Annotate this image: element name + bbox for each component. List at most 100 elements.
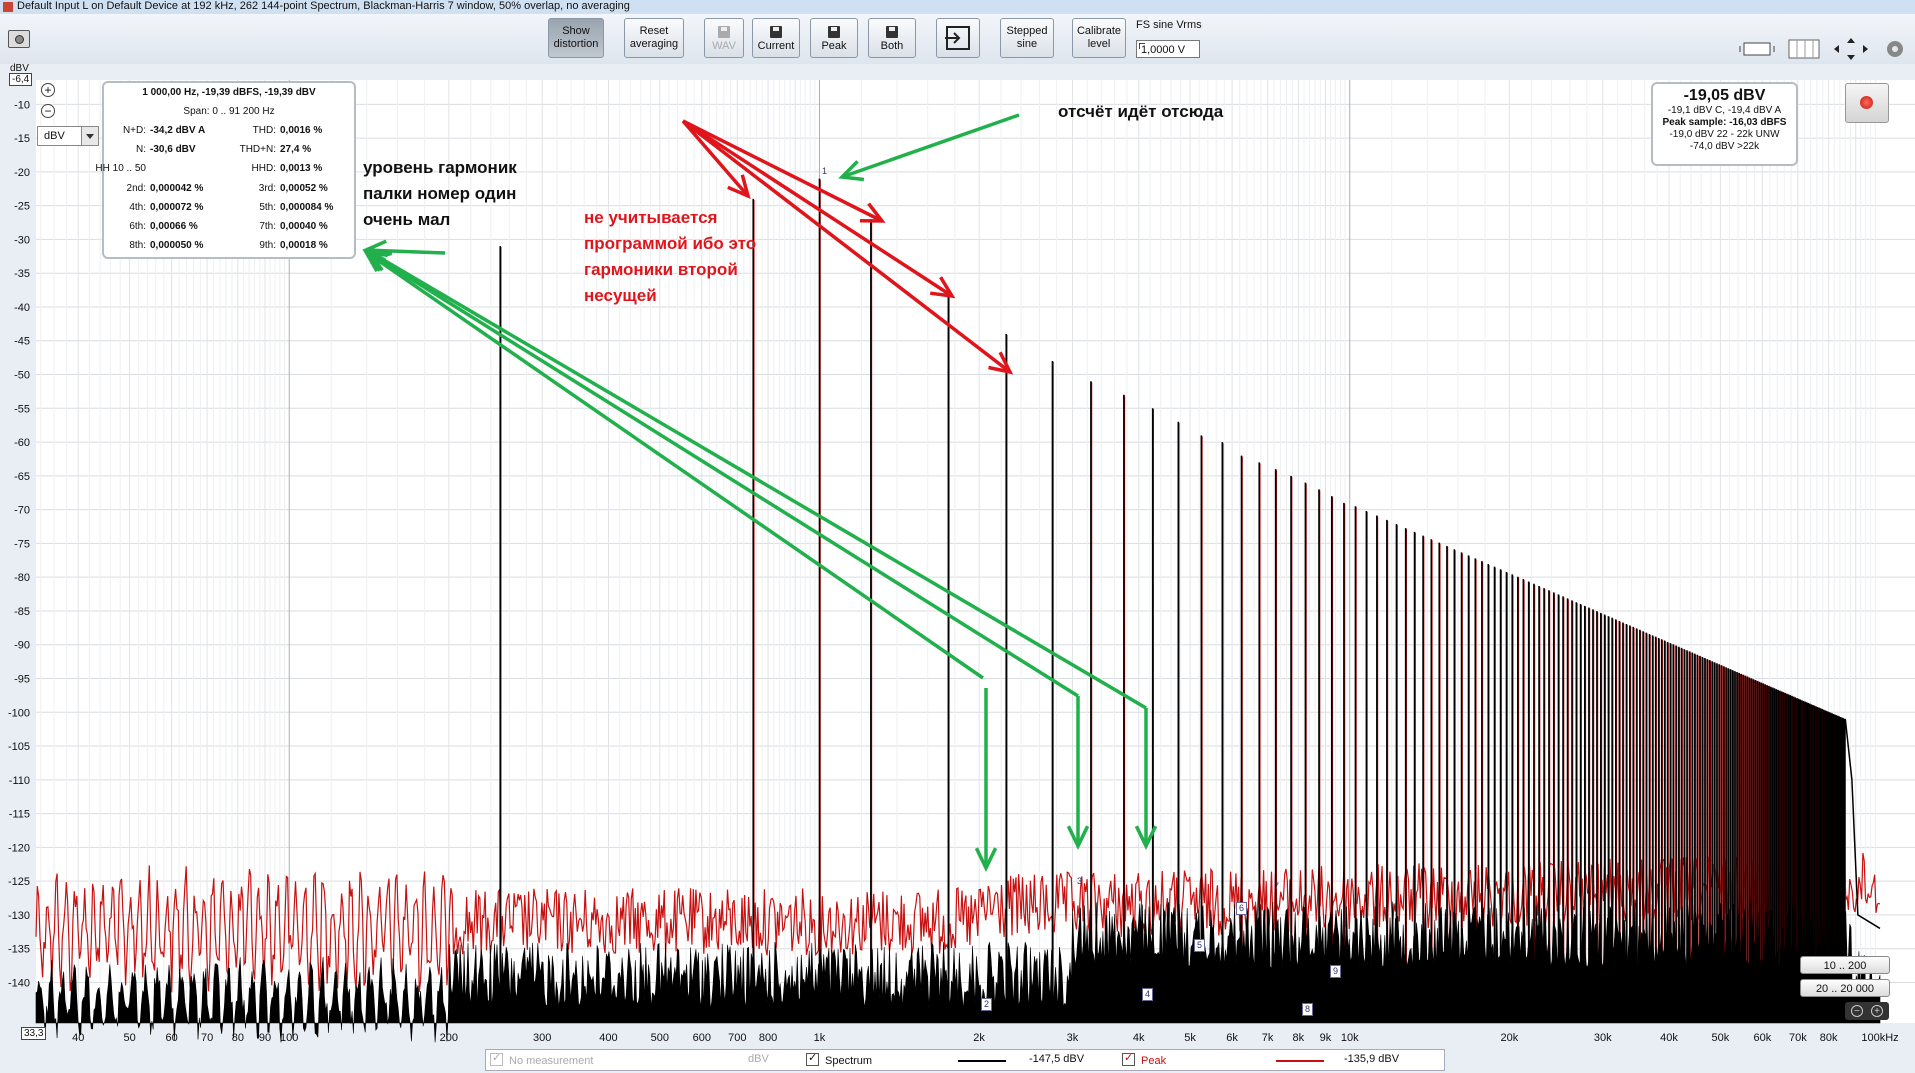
y-tick-label: -10 (14, 99, 30, 111)
distortion-right-value: 0,000084 % (280, 201, 334, 213)
columns-icon[interactable] (1785, 36, 1823, 62)
distortion-right-label: 3rd: (258, 182, 276, 194)
legend-no-measurement[interactable]: No measurement (490, 1051, 593, 1067)
x-tick-label: 800 (759, 1032, 777, 1044)
y-tick-label: -85 (14, 606, 30, 618)
unit-select[interactable]: dBV (37, 126, 99, 146)
fs-sine-input[interactable]: 1,0000 V (1136, 40, 1200, 58)
red-arrow-2 (682, 119, 883, 223)
x-tick-label: 300 (533, 1032, 551, 1044)
save-current-button[interactable]: Current (752, 18, 800, 58)
zoom-in-icon[interactable]: + (41, 83, 55, 97)
distortion-left-value: 0,000042 % (150, 182, 204, 194)
x-tick-label: 100 (280, 1032, 298, 1044)
layout-icon[interactable] (1738, 36, 1776, 62)
y-unit-label: dBV (10, 63, 29, 74)
export-button[interactable] (936, 18, 980, 58)
legend-spectrum-value: -147,5 dBV (1029, 1053, 1085, 1065)
record-button[interactable] (1845, 83, 1889, 123)
gear-icon[interactable] (1878, 36, 1915, 62)
y-tick-label: -105 (8, 741, 30, 753)
x-zoom-out-icon[interactable]: − (1851, 1005, 1863, 1017)
harmonic-marker-9: 9 (1330, 965, 1341, 978)
y-tick-label: -15 (14, 133, 30, 145)
zoom-out-icon[interactable]: − (41, 104, 55, 118)
y-tick-label: -140 (8, 977, 30, 989)
y-tick-label: -20 (14, 167, 30, 179)
distortion-left-value: -34,2 dBV A (150, 125, 206, 136)
distortion-right-value: 0,0013 % (280, 163, 323, 175)
peak-checkbox[interactable] (1122, 1051, 1135, 1066)
harmonic-marker-2: 2 (981, 998, 992, 1011)
distortion-right-value: 27,4 % (280, 144, 312, 156)
save-peak-button[interactable]: Peak (810, 18, 858, 58)
x-tick-label: 8k (1293, 1032, 1305, 1044)
peak-swatch (1276, 1060, 1324, 1062)
green-arrow-diag-2 (367, 250, 1079, 698)
green-arrow-panel (365, 248, 446, 255)
annotation-top: отсчёт идёт отсюда (1058, 102, 1224, 121)
x-tick-label: 9k (1320, 1032, 1332, 1044)
x-tick-label: 500 (651, 1032, 669, 1044)
y-tick-label: -135 (8, 944, 30, 956)
fit-arrows-icon[interactable] (1832, 36, 1870, 62)
distortion-panel: 1 000,00 Hz, -19,39 dBFS, -19,39 dBV Spa… (95, 81, 356, 259)
distortion-right-label: HHD: (251, 163, 276, 175)
distortion-right-label: 5th: (259, 201, 276, 213)
level-line2: Peak sample: -16,03 dBFS (1662, 117, 1787, 128)
distortion-right-value: 0,00040 % (280, 221, 328, 232)
range-20-20000-button[interactable]: 20 .. 20 000 (1800, 979, 1890, 997)
y-top-value[interactable]: -6,4 (9, 73, 33, 86)
x-tick-label: 400 (599, 1032, 617, 1044)
distortion-row: HH 10 .. 50 HHD: 0,0013 % (95, 163, 354, 179)
distortion-left-value: 0,000050 % (150, 240, 204, 252)
spectrum-checkbox[interactable] (806, 1051, 819, 1066)
x-zoom-controls: − + (1845, 1002, 1889, 1020)
x-tick-label: 6k (1226, 1032, 1238, 1044)
distortion-left-label: 2nd: (126, 182, 146, 194)
legend-spectrum[interactable]: Spectrum (806, 1051, 872, 1067)
app-icon (3, 2, 13, 12)
annotation-red-2: программой ибо это (584, 234, 757, 253)
x-tick-label: 100kHz (1861, 1032, 1898, 1044)
save-wav-button[interactable]: WAV (704, 18, 744, 58)
distortion-right-label: 9th: (259, 240, 276, 252)
y-tick-label: -130 (8, 910, 30, 922)
save-both-button[interactable]: Both (868, 18, 916, 58)
no-measurement-checkbox[interactable] (490, 1051, 503, 1066)
x-tick-label: 40 (72, 1032, 84, 1044)
x-zoom-in-icon[interactable]: + (1871, 1005, 1883, 1017)
calibrate-level-button[interactable]: Calibrate level (1072, 18, 1126, 58)
x-tick-label: 40k (1660, 1032, 1678, 1044)
y-tick-label: -45 (14, 336, 30, 348)
x-tick-label: 4k (1133, 1032, 1145, 1044)
spectrum-swatch (958, 1060, 1006, 1062)
distortion-header: 1 000,00 Hz, -19,39 dBFS, -19,39 dBV (142, 87, 316, 98)
range-10-200-button[interactable]: 10 .. 200 (1800, 956, 1890, 974)
x-tick-label: 50 (123, 1032, 135, 1044)
fs-sine-label: FS sine Vrms (1136, 19, 1202, 31)
distortion-row: 6th: 0,00066 % 7th: 0,00040 % (104, 221, 354, 237)
annotation-left-3: очень мал (363, 210, 451, 229)
stepped-sine-button[interactable]: Stepped sine (1000, 18, 1054, 58)
chevron-down-icon[interactable] (81, 127, 98, 145)
y-tick-label: -70 (14, 505, 30, 517)
level-line4: -74,0 dBV >22k (1689, 141, 1760, 152)
distortion-left-label: N+D: (122, 125, 146, 136)
harmonic-marker-5: 5 (1194, 939, 1205, 952)
y-tick-label: -90 (14, 640, 30, 652)
red-arrow-3-head (929, 276, 956, 299)
y-tick-label: -80 (14, 572, 30, 584)
x-start-value[interactable]: 33,3 (21, 1027, 47, 1040)
camera-icon[interactable] (8, 30, 30, 48)
legend-no-measurement-unit: dBV (748, 1053, 769, 1065)
show-distortion-button[interactable]: Show distortion (548, 18, 604, 58)
x-tick-label: 600 (693, 1032, 711, 1044)
x-tick-label: 5k (1184, 1032, 1196, 1044)
x-tick-label: 70k (1789, 1032, 1807, 1044)
x-tick-label: 7k (1262, 1032, 1274, 1044)
green-arrow-down-3-head (1134, 825, 1158, 851)
distortion-row: 4th: 0,000072 % 5th: 0,000084 % (104, 202, 354, 218)
reset-averaging-button[interactable]: Reset averaging (624, 18, 684, 58)
legend-peak[interactable]: Peak (1122, 1051, 1166, 1067)
